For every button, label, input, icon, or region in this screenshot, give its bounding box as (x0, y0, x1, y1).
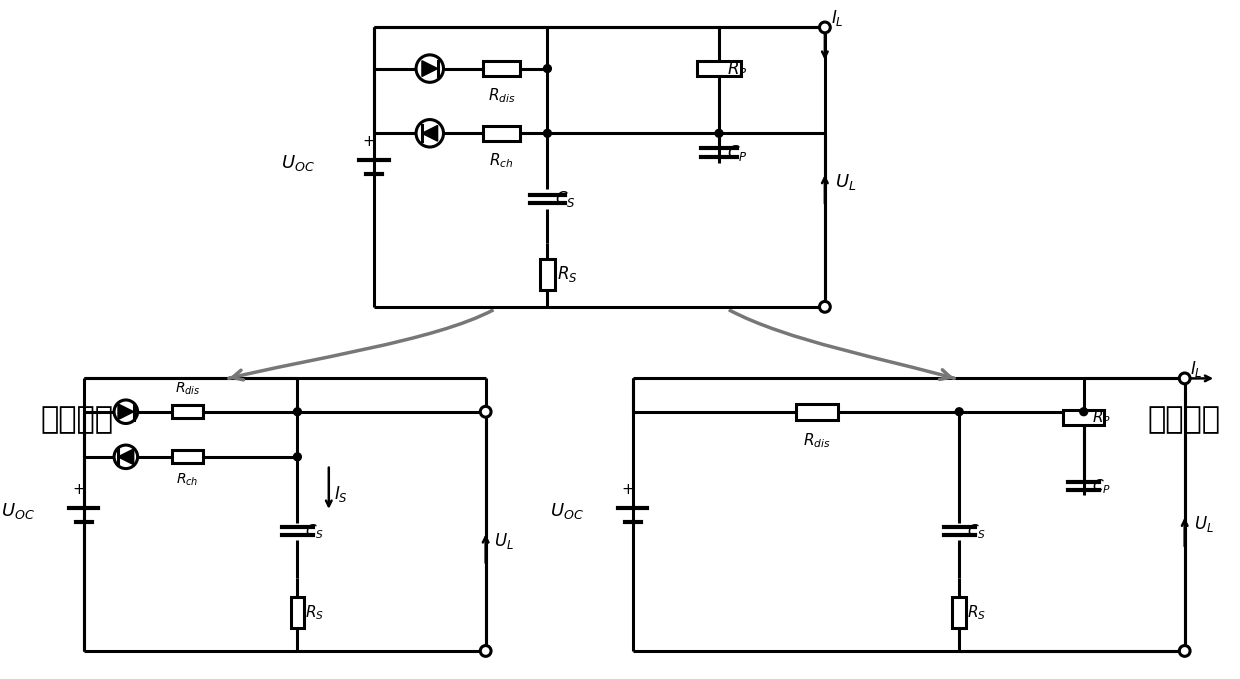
Circle shape (294, 453, 301, 461)
Text: $R_{ch}$: $R_{ch}$ (489, 151, 513, 170)
Text: $C_P$: $C_P$ (1091, 477, 1111, 496)
Text: $U_L$: $U_L$ (494, 531, 513, 551)
Bar (482, 126, 520, 141)
Circle shape (820, 22, 831, 33)
Circle shape (480, 406, 491, 417)
Text: $C_S$: $C_S$ (967, 522, 986, 540)
Text: $U_{OC}$: $U_{OC}$ (281, 153, 315, 173)
Text: $I_L$: $I_L$ (1189, 359, 1203, 379)
Bar (796, 404, 838, 420)
Text: $R_{dis}$: $R_{dis}$ (487, 86, 515, 105)
Circle shape (480, 646, 491, 657)
Circle shape (1179, 646, 1190, 657)
Text: $R_{dis}$: $R_{dis}$ (175, 381, 201, 397)
Polygon shape (422, 126, 438, 141)
Circle shape (294, 408, 301, 416)
Text: $C_P$: $C_P$ (727, 143, 748, 163)
Text: $R_{ch}$: $R_{ch}$ (176, 471, 198, 488)
Text: +: + (362, 134, 374, 149)
Bar (290, 597, 304, 628)
Text: $C_S$: $C_S$ (305, 522, 325, 540)
Circle shape (114, 400, 138, 424)
Text: $U_L$: $U_L$ (835, 172, 856, 192)
Text: $R_{dis}$: $R_{dis}$ (804, 431, 831, 450)
Circle shape (543, 65, 552, 73)
Text: $U_{OC}$: $U_{OC}$ (549, 500, 584, 521)
Text: $R_S$: $R_S$ (557, 265, 578, 285)
Bar (172, 405, 203, 418)
Bar (172, 450, 203, 463)
Circle shape (543, 130, 552, 137)
Text: $R_P$: $R_P$ (727, 58, 748, 79)
Text: $I_S$: $I_S$ (334, 484, 347, 504)
Text: +: + (621, 482, 634, 497)
Circle shape (417, 55, 444, 82)
Text: $C_S$: $C_S$ (556, 189, 575, 209)
Text: $U_L$: $U_L$ (1194, 515, 1214, 534)
Text: $I_L$: $I_L$ (831, 7, 843, 28)
Circle shape (417, 120, 444, 147)
Bar (541, 259, 554, 290)
Text: $R_P$: $R_P$ (1091, 408, 1111, 427)
Circle shape (114, 445, 138, 469)
Text: $R_S$: $R_S$ (305, 604, 325, 622)
Bar (697, 60, 740, 77)
Bar (952, 597, 966, 628)
Circle shape (715, 130, 723, 137)
Polygon shape (118, 404, 134, 420)
Circle shape (1080, 408, 1087, 416)
Circle shape (820, 301, 831, 312)
Circle shape (1179, 373, 1190, 384)
Text: +: + (72, 482, 84, 497)
Polygon shape (118, 449, 134, 464)
Text: 放电阶段: 放电阶段 (1148, 405, 1221, 434)
Circle shape (955, 408, 963, 416)
Text: $U_{OC}$: $U_{OC}$ (1, 500, 35, 521)
Bar (482, 61, 520, 76)
Bar (1063, 409, 1105, 426)
Polygon shape (422, 60, 438, 77)
Text: 静置阶段: 静置阶段 (41, 405, 114, 434)
Text: $R_S$: $R_S$ (967, 604, 986, 622)
